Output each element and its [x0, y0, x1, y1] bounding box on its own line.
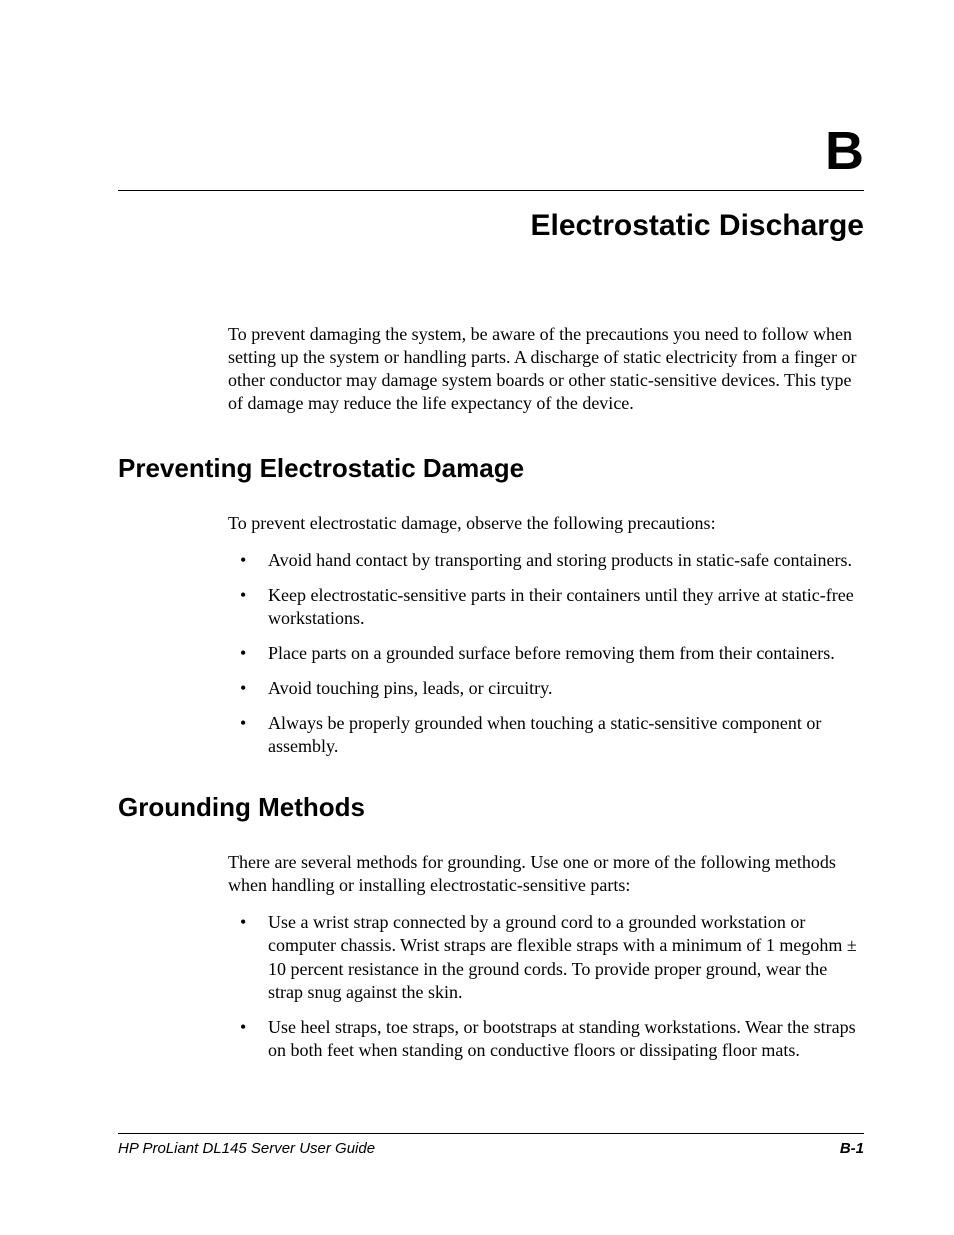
section-heading-preventing: Preventing Electrostatic Damage: [118, 453, 864, 484]
list-item: Use a wrist strap connected by a ground …: [228, 911, 864, 1003]
list-item: Keep electrostatic-sensitive parts in th…: [228, 584, 864, 630]
footer-doc-title: HP ProLiant DL145 Server User Guide: [118, 1140, 375, 1157]
chapter-title: Electrostatic Discharge: [118, 209, 864, 243]
footer-row: HP ProLiant DL145 Server User Guide B-1: [118, 1140, 864, 1157]
list-item: Avoid hand contact by transporting and s…: [228, 549, 864, 572]
section-para-preventing: To prevent electrostatic damage, observe…: [228, 512, 864, 535]
title-rule: [118, 190, 864, 191]
footer-rule: [118, 1133, 864, 1134]
document-page: B Electrostatic Discharge To prevent dam…: [0, 0, 954, 1235]
appendix-letter: B: [118, 120, 864, 182]
bullet-list-preventing: Avoid hand contact by transporting and s…: [228, 549, 864, 758]
page-footer: HP ProLiant DL145 Server User Guide B-1: [118, 1133, 864, 1157]
list-item: Place parts on a grounded surface before…: [228, 642, 864, 665]
list-item: Use heel straps, toe straps, or bootstra…: [228, 1016, 864, 1062]
list-item: Avoid touching pins, leads, or circuitry…: [228, 677, 864, 700]
section-heading-grounding: Grounding Methods: [118, 792, 864, 823]
list-item: Always be properly grounded when touchin…: [228, 712, 864, 758]
footer-page-number: B-1: [840, 1140, 864, 1157]
bullet-list-grounding: Use a wrist strap connected by a ground …: [228, 911, 864, 1061]
intro-paragraph: To prevent damaging the system, be aware…: [228, 323, 864, 415]
section-para-grounding: There are several methods for grounding.…: [228, 851, 864, 897]
